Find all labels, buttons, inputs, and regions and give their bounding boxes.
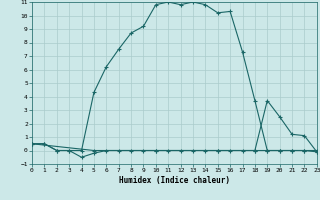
X-axis label: Humidex (Indice chaleur): Humidex (Indice chaleur) (119, 176, 230, 185)
